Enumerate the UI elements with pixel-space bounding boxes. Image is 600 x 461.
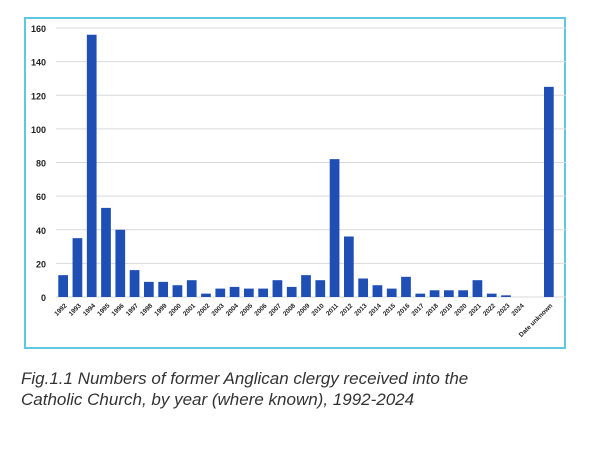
x-tick-label: 2017	[411, 302, 426, 317]
bar	[301, 275, 311, 297]
x-tick-label: 2020	[453, 302, 468, 317]
y-tick-label: 0	[41, 293, 46, 303]
bar	[329, 159, 340, 297]
x-tick-label: 2016	[396, 302, 411, 317]
bar	[229, 286, 240, 297]
bar	[372, 285, 383, 297]
bar	[215, 288, 226, 297]
x-tick-label: 1996	[111, 302, 126, 317]
x-tick-label: 2000	[168, 302, 183, 317]
x-tick-label: 2001	[182, 302, 197, 317]
x-tick-label: 2024	[511, 302, 526, 317]
bar	[358, 278, 368, 297]
caption-line-1: Fig.1.1 Numbers of former Anglican clerg…	[21, 369, 469, 388]
y-tick-label: 20	[36, 259, 46, 269]
x-tick-label: 2023	[496, 302, 511, 317]
bar	[415, 293, 426, 297]
x-tick-label: 2014	[368, 302, 383, 317]
bar	[501, 295, 511, 297]
bar	[386, 288, 397, 297]
y-tick-label: 100	[31, 125, 46, 135]
bar	[58, 275, 68, 297]
bar	[129, 270, 140, 297]
x-tick-label: 2010	[311, 302, 326, 317]
x-tick-label: 2004	[225, 302, 240, 317]
bar	[258, 288, 268, 297]
x-tick-label: 1997	[125, 302, 140, 317]
x-tick-label: 2002	[196, 302, 211, 317]
y-tick-label: 140	[31, 58, 46, 68]
x-tick-label: 2006	[253, 302, 268, 317]
bar	[115, 229, 126, 297]
bar	[472, 280, 483, 297]
x-tick-label: 2003	[211, 302, 226, 317]
x-tick-label: 2015	[382, 302, 397, 317]
bar	[244, 288, 254, 297]
x-tick-label: 2009	[296, 302, 311, 317]
bar	[86, 34, 97, 297]
y-tick-label: 160	[31, 24, 46, 34]
y-tick-label: 60	[36, 192, 46, 202]
x-tick-label: 1998	[139, 302, 154, 317]
y-tick-label: 80	[36, 159, 46, 169]
bar	[458, 290, 468, 297]
x-tick-label: 2018	[425, 302, 440, 317]
bar	[172, 285, 183, 297]
bar	[201, 293, 211, 297]
x-tick-label: 2022	[482, 302, 497, 317]
bar	[186, 280, 197, 297]
bar	[344, 236, 354, 297]
x-tick-label: 1993	[68, 302, 83, 317]
x-tick-label: 2019	[439, 302, 454, 317]
bar	[444, 290, 454, 297]
x-tick-label: 2013	[353, 302, 368, 317]
bar	[315, 280, 326, 297]
y-tick-label: 40	[36, 226, 46, 236]
bar	[486, 293, 497, 297]
bar	[272, 280, 283, 297]
x-tick-label: 2007	[268, 302, 283, 317]
y-tick-label: 120	[31, 91, 46, 101]
x-tick-label: 2012	[339, 302, 354, 317]
bar	[101, 207, 111, 297]
x-tick-label: 2008	[282, 302, 297, 317]
x-tick-label: 2011	[325, 302, 340, 317]
bar	[158, 281, 168, 297]
bar	[401, 276, 411, 297]
bar	[429, 290, 440, 297]
x-tick-label: 2005	[239, 302, 254, 317]
figure-caption: Fig.1.1 Numbers of former Anglican clerg…	[21, 368, 581, 410]
x-tick-label: 1995	[96, 302, 111, 317]
x-tick-label: 2021	[468, 302, 483, 317]
bar	[72, 238, 83, 297]
bar	[544, 86, 554, 297]
bar	[286, 286, 297, 297]
caption-line-2: Catholic Church, by year (where known), …	[21, 390, 415, 409]
bar	[144, 281, 154, 297]
x-tick-label: 1992	[53, 302, 68, 317]
x-tick-label: 1999	[153, 302, 168, 317]
x-tick-label: 1994	[82, 302, 97, 317]
